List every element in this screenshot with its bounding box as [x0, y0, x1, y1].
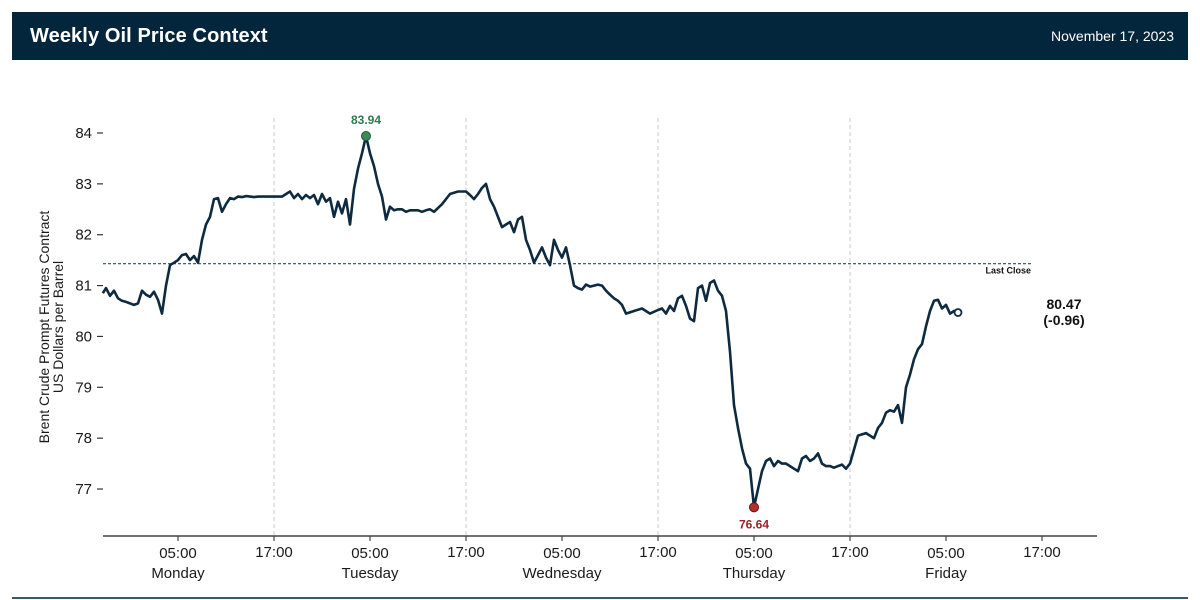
high-point-marker: [361, 131, 371, 142]
x-tick-day-label: Monday: [151, 565, 205, 582]
x-tick-time-label: 05:00: [543, 545, 581, 562]
y-tick-label: 82: [75, 227, 92, 244]
price-line: [101, 134, 959, 509]
y-tick-label: 78: [75, 430, 92, 447]
y-tick-label: 79: [75, 379, 92, 396]
header-bar: Weekly Oil Price Context November 17, 20…: [12, 12, 1188, 60]
y-tick-label: 81: [75, 278, 92, 295]
low-value-label: 76.64: [739, 517, 769, 531]
x-tick-day-label: Thursday: [723, 565, 786, 582]
low-point-marker: [749, 502, 759, 513]
y-tick-label: 80: [75, 328, 92, 345]
x-tick-time-label: 05:00: [351, 545, 389, 562]
x-tick-time-label: 05:00: [735, 545, 773, 562]
x-tick-time-label: 17:00: [1023, 544, 1061, 561]
y-axis: 84 83 82 81 80 79 78 77: [75, 125, 103, 498]
x-tick-time-label: 17:00: [831, 544, 869, 561]
x-tick-day-label: Tuesday: [342, 565, 399, 582]
y-tick-label: 84: [75, 125, 92, 142]
y-axis-title-line-1: Brent Crude Prompt Futures Contract: [36, 211, 52, 444]
vertical-gridlines: [273, 118, 851, 536]
x-tick-time-label: 05:00: [159, 545, 197, 562]
footer-divider: [12, 597, 1188, 599]
x-tick-day-label: Wednesday: [523, 565, 602, 582]
x-tick-time-label: 17:00: [255, 544, 293, 561]
price-change-label: (-0.96): [1043, 312, 1084, 328]
x-axis: 05:00 Monday 17:00 05:00 Tuesday 17:00 05:00 We…: [103, 535, 1097, 582]
page-title: Weekly Oil Price Context: [30, 24, 268, 47]
y-axis-title-line-2: US Dollars per Barrel: [50, 261, 66, 393]
x-tick-day-label: Friday: [925, 565, 967, 582]
last-price-label: 80.47: [1046, 296, 1081, 312]
report-date: November 17, 2023: [1051, 28, 1174, 44]
x-tick-time-label: 17:00: [447, 544, 485, 561]
y-tick-label: 83: [75, 176, 92, 193]
last-close-label: Last Close: [985, 266, 1031, 276]
last-price-marker: [953, 308, 963, 317]
y-tick-label: 77: [75, 481, 92, 498]
x-tick-time-label: 17:00: [639, 544, 677, 561]
x-tick-time-label: 05:00: [927, 545, 965, 562]
high-value-label: 83.94: [351, 113, 381, 127]
